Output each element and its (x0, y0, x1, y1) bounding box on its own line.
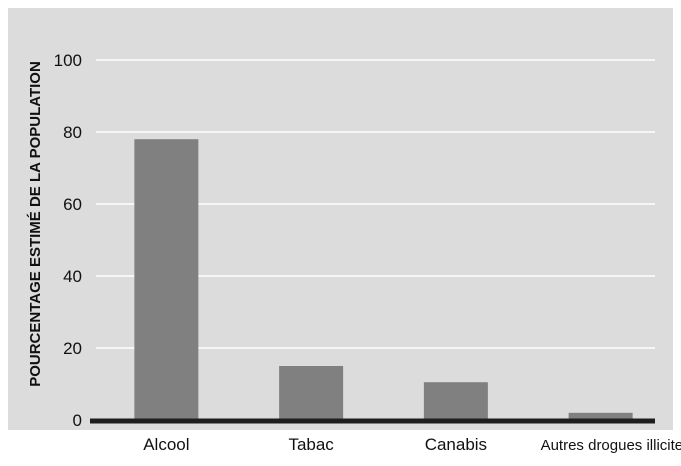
y-tick-label: 60 (63, 195, 82, 214)
y-tick-label: 40 (63, 267, 82, 286)
bar-autres-drogues-illicites (568, 412, 633, 420)
bar-alcool (134, 139, 199, 420)
x-tick-label: Tabac (288, 435, 334, 454)
x-axis-labels: Alcool Tabac Canabis Autres drogues illicit… (143, 435, 681, 454)
y-tick-label: 20 (63, 339, 82, 358)
x-tick-label: Canabis (425, 435, 487, 454)
y-axis-ticks: 0 20 40 60 80 100 (54, 51, 82, 430)
x-tick-label: Autres drogues illicites (541, 437, 681, 454)
bar-canabis (423, 382, 488, 420)
y-tick-label: 0 (73, 411, 82, 430)
bar-tabac (279, 366, 344, 420)
y-tick-label: 80 (63, 123, 82, 142)
y-axis-label: POURCENTAGE ESTIMÉ DE LA POPULATION (27, 61, 44, 387)
plot-area (8, 8, 673, 430)
bars (134, 139, 633, 420)
x-tick-label: Alcool (143, 435, 189, 454)
y-tick-label: 100 (54, 51, 82, 70)
